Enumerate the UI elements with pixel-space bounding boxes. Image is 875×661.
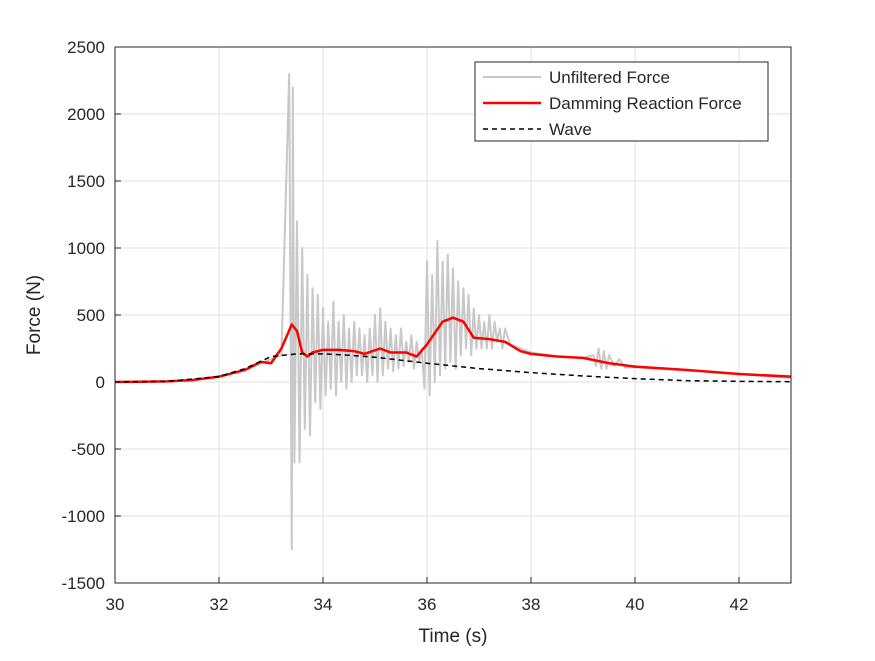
y-tick-label: -500 [71,440,105,459]
y-tick-label: 2000 [67,105,105,124]
legend-label: Damming Reaction Force [549,94,742,113]
y-tick-label: -1500 [62,574,105,593]
x-tick-label: 36 [418,595,437,614]
x-tick-label: 32 [210,595,229,614]
x-tick-label: 40 [626,595,645,614]
series-line [115,72,791,551]
x-tick-label: 34 [314,595,333,614]
y-tick-label: 1500 [67,172,105,191]
y-tick-label: 2500 [67,38,105,57]
series-line [115,316,791,384]
x-tick-label: 38 [522,595,541,614]
legend-label: Unfiltered Force [549,68,670,87]
y-tick-label: 1000 [67,239,105,258]
y-tick-label: 0 [96,373,105,392]
legend-label: Wave [549,120,592,139]
legend-box [474,61,769,142]
x-axis-label: Time (s) [419,626,488,647]
y-tick-label: -1000 [62,507,105,526]
y-tick-label: 500 [77,306,105,325]
series-line [115,353,791,383]
x-tick-label: 30 [106,595,125,614]
y-axis-label: Force (N) [24,275,45,355]
x-tick-label: 42 [730,595,749,614]
